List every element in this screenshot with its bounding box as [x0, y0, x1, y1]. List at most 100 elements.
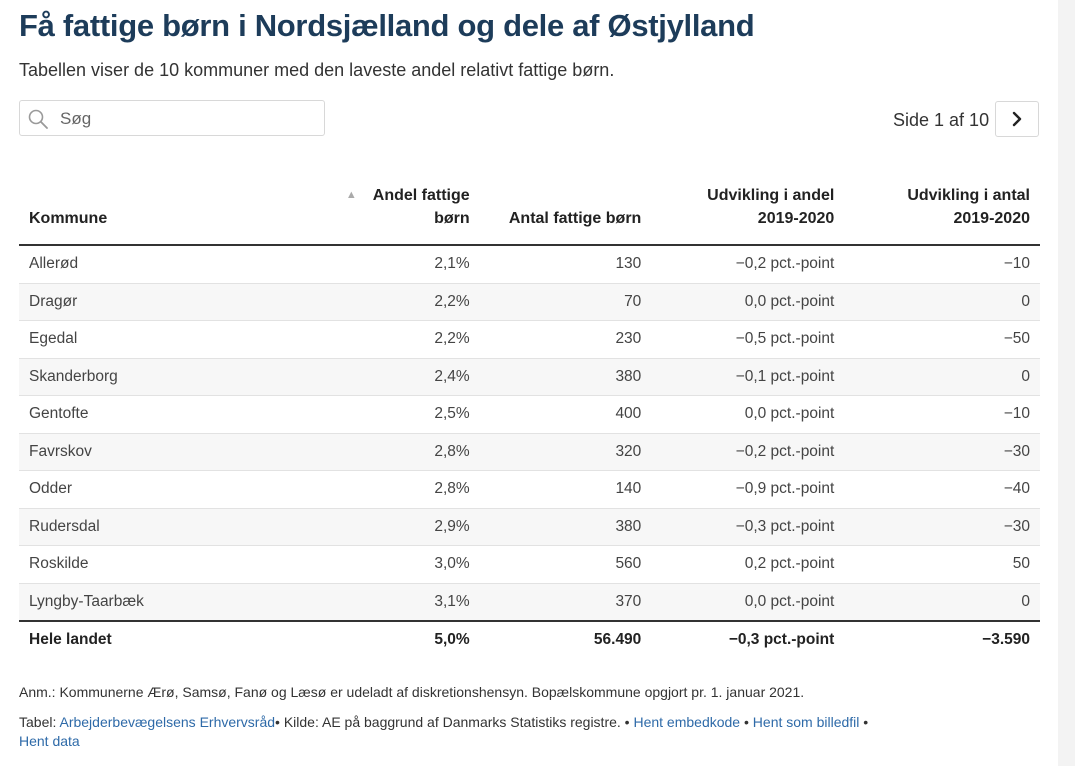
column-header-andel[interactable]: ▲ Andel fattige børn	[300, 168, 480, 246]
cell-udvikling-antal: −10	[844, 395, 1040, 434]
cell-udvikling-antal: 0	[844, 358, 1040, 396]
cell-andel: 3,1%	[300, 583, 480, 622]
page-subtitle: Tabellen viser de 10 kommuner med den la…	[19, 60, 615, 80]
cell-kommune: Favrskov	[19, 433, 301, 471]
column-header-label: 2019-2020	[953, 210, 1030, 227]
cell-udvikling-andel: −0,2 pct.-point	[651, 433, 845, 471]
sort-ascending-icon: ▲	[345, 189, 357, 201]
cell-udvikling-antal: −3.590	[844, 620, 1040, 658]
table-row: Allerød 2,1% 130 −0,2 pct.-point −10	[19, 245, 1040, 284]
cell-andel: 2,9%	[300, 508, 480, 546]
cell-antal: 380	[479, 358, 652, 396]
cell-antal: 400	[479, 395, 652, 434]
cell-udvikling-antal: −50	[844, 320, 1040, 359]
cell-andel: 2,8%	[300, 433, 480, 471]
cell-antal: 320	[479, 433, 652, 471]
table-row: Rudersdal 2,9% 380 −0,3 pct.-point −30	[19, 508, 1040, 546]
next-page-button[interactable]	[995, 101, 1039, 137]
cell-udvikling-antal: 0	[844, 583, 1040, 622]
cell-udvikling-andel: 0,2 pct.-point	[651, 545, 845, 584]
cell-andel: 3,0%	[300, 545, 480, 584]
cell-antal: 230	[479, 320, 652, 359]
column-header-label: Andel fattige børn	[372, 186, 470, 227]
column-header-label: Kommune	[29, 210, 108, 227]
table-note: Anm.: Kommunerne Ærø, Samsø, Fanø og Læs…	[19, 684, 805, 700]
table-row: Roskilde 3,0% 560 0,2 pct.-point 50	[19, 545, 1040, 584]
table-row: Gentofte 2,5% 400 0,0 pct.-point −10	[19, 395, 1040, 434]
credits-separator: •	[740, 714, 753, 730]
cell-udvikling-andel: −0,3 pct.-point	[651, 508, 845, 546]
table-row: Odder 2,8% 140 −0,9 pct.-point −40	[19, 470, 1040, 509]
cell-udvikling-andel: 0,0 pct.-point	[651, 283, 845, 321]
table-header-row: Kommune ▲ Andel fattige børn Antal fattig…	[19, 168, 1040, 246]
table-credits: Tabel: Arbejderbevægelsens Erhvervsråd• …	[19, 713, 979, 751]
cell-antal: 380	[479, 508, 652, 546]
cell-kommune: Hele landet	[19, 620, 301, 658]
column-header-kommune[interactable]: Kommune	[19, 168, 301, 246]
page-margin	[1058, 0, 1075, 766]
cell-udvikling-antal: 0	[844, 283, 1040, 321]
cell-udvikling-andel: −0,5 pct.-point	[651, 320, 845, 359]
search-icon	[28, 109, 50, 129]
cell-udvikling-antal: −10	[844, 245, 1040, 284]
table-row: Egedal 2,2% 230 −0,5 pct.-point −50	[19, 320, 1040, 359]
cell-andel: 2,2%	[300, 320, 480, 359]
cell-udvikling-andel: −0,3 pct.-point	[651, 620, 845, 658]
cell-antal: 370	[479, 583, 652, 622]
table-row: Favrskov 2,8% 320 −0,2 pct.-point −30	[19, 433, 1040, 471]
cell-kommune: Odder	[19, 470, 301, 509]
cell-udvikling-antal: −40	[844, 470, 1040, 509]
cell-andel: 2,2%	[300, 283, 480, 321]
credits-separator: •	[859, 714, 869, 730]
cell-antal: 140	[479, 470, 652, 509]
cell-udvikling-andel: 0,0 pct.-point	[651, 583, 845, 622]
table-total-row: Hele landet 5,0% 56.490 −0,3 pct.-point …	[19, 620, 1040, 658]
cell-antal: 560	[479, 545, 652, 584]
credits-tabel-label: Tabel:	[19, 714, 57, 730]
data-table: Kommune ▲ Andel fattige børn Antal fattig…	[19, 168, 1040, 658]
cell-andel: 2,8%	[300, 470, 480, 509]
source-organisation-link[interactable]: Arbejderbevægelsens Erhvervsråd	[59, 714, 276, 730]
cell-udvikling-andel: −0,2 pct.-point	[651, 245, 845, 284]
search-box[interactable]	[19, 100, 325, 136]
column-header-antal[interactable]: Antal fattige børn	[479, 168, 652, 246]
table-row: Lyngby-Taarbæk 3,1% 370 0,0 pct.-point 0	[19, 583, 1040, 622]
download-data-link[interactable]: Hent data	[19, 733, 80, 749]
chevron-right-icon	[1012, 111, 1022, 127]
credits-separator: •	[620, 714, 634, 730]
cell-andel: 2,4%	[300, 358, 480, 396]
cell-udvikling-andel: −0,1 pct.-point	[651, 358, 845, 396]
cell-andel: 5,0%	[300, 620, 480, 658]
cell-antal: 70	[479, 283, 652, 321]
cell-udvikling-antal: 50	[844, 545, 1040, 584]
cell-udvikling-andel: 0,0 pct.-point	[651, 395, 845, 434]
download-image-link[interactable]: Hent som billedfil	[752, 714, 860, 730]
credits-source: • Kilde: AE på baggrund af Danmarks Stat…	[275, 714, 621, 730]
cell-kommune: Allerød	[19, 245, 301, 284]
cell-andel: 2,5%	[300, 395, 480, 434]
pagination-label: Side 1 af 10	[893, 110, 990, 130]
cell-antal: 130	[479, 245, 652, 284]
cell-kommune: Gentofte	[19, 395, 301, 434]
cell-udvikling-andel: −0,9 pct.-point	[651, 470, 845, 509]
table-row: Skanderborg 2,4% 380 −0,1 pct.-point 0	[19, 358, 1040, 396]
column-header-udvikling-andel[interactable]: Udvikling i andel 2019-2020	[651, 168, 845, 246]
table-row: Dragør 2,2% 70 0,0 pct.-point 0	[19, 283, 1040, 321]
cell-udvikling-antal: −30	[844, 508, 1040, 546]
cell-kommune: Rudersdal	[19, 508, 301, 546]
cell-andel: 2,1%	[300, 245, 480, 284]
cell-kommune: Dragør	[19, 283, 301, 321]
search-input[interactable]	[58, 105, 322, 133]
column-header-label: 2019-2020	[757, 210, 835, 227]
cell-kommune: Egedal	[19, 320, 301, 359]
page-title: Få fattige børn i Nordsjælland og dele a…	[19, 8, 755, 43]
column-header-label: Antal fattige børn	[508, 210, 642, 227]
cell-antal: 56.490	[479, 620, 652, 658]
cell-kommune: Lyngby-Taarbæk	[19, 583, 301, 622]
cell-kommune: Skanderborg	[19, 358, 301, 396]
embed-code-link[interactable]: Hent embedkode	[633, 714, 741, 730]
column-header-udvikling-antal[interactable]: Udvikling i antal 2019-2020	[844, 168, 1040, 246]
cell-udvikling-antal: −30	[844, 433, 1040, 471]
cell-kommune: Roskilde	[19, 545, 301, 584]
